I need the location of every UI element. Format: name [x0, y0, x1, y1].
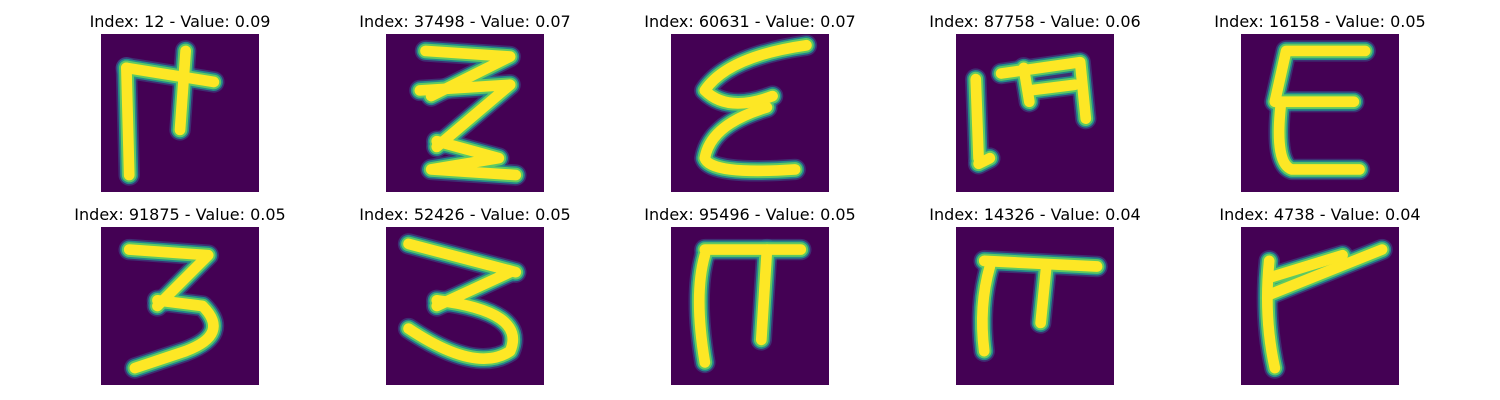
glyph-image	[956, 227, 1114, 385]
glyph-stroke	[970, 73, 984, 164]
glyph-stroke	[699, 39, 812, 109]
glyph-stroke	[174, 45, 192, 136]
glyph-image	[671, 34, 829, 192]
glyph-image	[101, 227, 259, 385]
glyph-stroke	[1263, 249, 1348, 284]
panel-title: Index: 37498 - Value: 0.07	[359, 12, 571, 31]
glyph-stroke	[699, 101, 801, 177]
glyph-image	[956, 34, 1114, 192]
glyph-stroke	[1023, 79, 1080, 96]
glyph-image	[1241, 34, 1399, 192]
glyph-stroke	[978, 255, 1103, 272]
panel-title: Index: 60631 - Value: 0.07	[644, 12, 856, 31]
image-panel: Index: 16158 - Value: 0.05	[1210, 10, 1430, 194]
panel-title: Index: 87758 - Value: 0.06	[929, 12, 1141, 31]
glyph-image	[386, 34, 544, 192]
glyph-stroke	[414, 79, 516, 153]
image-panel: Index: 60631 - Value: 0.07	[640, 10, 860, 194]
glyph-image	[671, 227, 829, 385]
glyph-stroke	[973, 152, 996, 170]
glyph-stroke	[425, 135, 522, 181]
image-panel: Index: 12 - Value: 0.09	[70, 10, 290, 194]
glyph-stroke	[1269, 45, 1371, 108]
glyph-stroke	[121, 62, 135, 181]
glyph-stroke	[121, 62, 220, 88]
glyph-stroke	[403, 294, 519, 364]
glyph-stroke	[1263, 244, 1388, 301]
panel-title: Index: 12 - Value: 0.09	[89, 12, 271, 31]
glyph-stroke	[1273, 101, 1365, 175]
glyph-stroke	[693, 249, 711, 368]
panel-title: Index: 52426 - Value: 0.05	[359, 205, 571, 224]
panel-title: Index: 16158 - Value: 0.05	[1214, 12, 1426, 31]
glyph-stroke	[1018, 62, 1035, 108]
image-panel: Index: 87758 - Value: 0.06	[925, 10, 1145, 194]
glyph-image	[386, 227, 544, 385]
image-panel: Index: 95496 - Value: 0.05	[640, 203, 860, 387]
glyph-stroke	[129, 294, 219, 374]
image-panel: Index: 37498 - Value: 0.07	[355, 10, 575, 194]
glyph-image	[1241, 227, 1399, 385]
image-panel: Index: 4738 - Value: 0.04	[1210, 203, 1430, 387]
panel-title: Index: 14326 - Value: 0.04	[929, 205, 1141, 224]
glyph-stroke	[403, 238, 522, 278]
glyph-stroke	[976, 261, 996, 357]
glyph-stroke	[755, 244, 773, 346]
panel-title: Index: 4738 - Value: 0.04	[1219, 205, 1421, 224]
panel-title: Index: 95496 - Value: 0.05	[644, 205, 856, 224]
image-panel: Index: 91875 - Value: 0.05	[70, 203, 290, 387]
image-panel: Index: 52426 - Value: 0.05	[355, 203, 575, 387]
glyph-image	[101, 34, 259, 192]
glyph-stroke	[1035, 261, 1052, 329]
image-panel: Index: 14326 - Value: 0.04	[925, 203, 1145, 387]
panel-title: Index: 91875 - Value: 0.05	[74, 205, 286, 224]
glyph-stroke	[123, 244, 214, 312]
